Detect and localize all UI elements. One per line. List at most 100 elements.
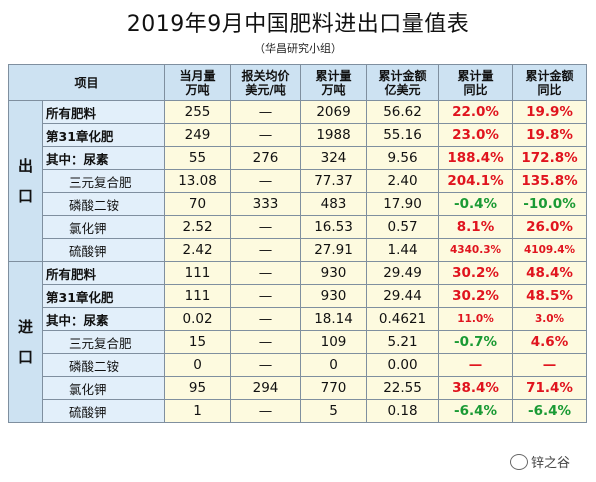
cum-value-cell: 9.56 [366,146,440,170]
cum-value-yoy-cell: 48.4% [512,261,588,285]
monthly-qty-cell: 111 [164,261,232,285]
cum-qty-yoy-cell: 8.1% [438,215,514,239]
table-row: 第31章化肥 249—1988 55.16 23.0% 19.8% [9,123,588,147]
cum-qty-yoy-cell: 38.4% [438,376,514,400]
cum-value-yoy-cell: 48.5% [512,284,588,308]
fertilizer-trade-table: 项目 当月量 万吨 报关均价 美元/吨 累计量 万吨 累计金额 亿美元 累计量 同比 累计… [7,64,588,423]
header-cum-qty-yoy: 累计量 同比 [438,64,514,101]
header-cum-value: 累计金额 亿美元 [366,64,440,101]
monthly-qty-cell: 15 [164,330,232,354]
cum-value-cell: 22.55 [366,376,440,400]
cum-value-yoy-cell: 3.0% [512,307,588,331]
cum-qty-yoy-cell: 30.2% [438,284,514,308]
table-title: 2019年9月中国肥料进出口量值表 [126,12,470,37]
monthly-qty-cell: 2.52 [164,215,232,239]
wechat-icon [510,453,528,470]
monthly-qty-cell: 111 [164,284,232,308]
cum-qty-yoy-cell: 4340.3% [438,238,514,262]
row-name-cell: 三元复合肥 [41,330,166,354]
row-name-cell: 所有肥料 [41,261,166,285]
monthly-qty-cell: 0.02 [164,307,232,331]
cum-qty-cell: 77.37 [300,169,368,193]
cum-value-cell: 56.62 [366,100,440,124]
cum-value-yoy-cell: 19.8% [512,123,588,147]
cum-value-yoy-cell: — [512,353,588,377]
cum-qty-yoy-cell: 23.0% [438,123,514,147]
cum-value-yoy-cell: 71.4% [512,376,588,400]
cum-value-yoy-cell: 172.8% [512,146,588,170]
avg-price-cell: 294 [230,376,302,400]
cum-qty-cell: 930 [300,284,368,308]
monthly-qty-cell: 70 [164,192,232,216]
cum-qty-yoy-cell: -0.4% [438,192,514,216]
watermark-text: 锌之谷 [531,456,571,471]
table-row: 三元复合肥 13.08—77.37 2.40 204.1% 135.8% [9,169,588,193]
table-row: 进口所有肥料 111—930 29.49 30.2% 48.4% [8,261,588,423]
watermark: 锌之谷 [510,452,570,471]
avg-price-cell: — [230,215,302,239]
monthly-qty-cell: 13.08 [164,169,232,193]
row-name-cell: 硫酸钾 [41,399,166,423]
cum-qty-yoy-cell: — [438,353,514,377]
row-name-cell: 磷酸二铵 [41,192,166,216]
cum-value-cell: 29.44 [366,284,440,308]
header-monthly-qty: 当月量 万吨 [164,64,232,101]
monthly-qty-cell: 1 [164,399,232,423]
cum-qty-cell: 930 [300,261,368,285]
cum-value-cell: 55.16 [366,123,440,147]
row-name-cell: 第31章化肥 [41,123,166,147]
avg-price-cell: — [230,307,302,331]
cum-qty-cell: 5 [300,399,368,423]
cum-qty-yoy-cell: 11.0% [438,307,514,331]
monthly-qty-cell: 55 [164,146,232,170]
table-row: 其中：尿素 55 276 324 9.56 188.4% 172.8% [9,146,588,170]
cum-qty-yoy-cell: 204.1% [438,169,514,193]
cum-qty-cell: 2069 [300,100,368,124]
cum-value-cell: 17.90 [366,192,440,216]
avg-price-cell: 333 [230,192,302,216]
avg-price-cell: — [230,169,302,193]
avg-price-cell: — [230,100,302,124]
table-subtitle: （华昌研究小组） [254,42,342,55]
cum-value-yoy-cell: 19.9% [512,100,588,124]
cum-qty-cell: 109 [300,330,368,354]
cum-qty-cell: 324 [300,146,368,170]
cum-value-yoy-cell: -10.0% [512,192,588,216]
avg-price-cell: — [230,353,302,377]
cum-qty-cell: 0 [300,353,368,377]
cum-value-cell: 5.21 [366,330,440,354]
header-avg-price: 报关均价 美元/吨 [230,64,302,101]
row-name-cell: 其中：尿素 [41,307,166,331]
table-row: 其中：尿素 0.02—18.14 0.4621 11.0% 3.0% [9,307,588,331]
section-label: 出口 [8,100,43,262]
row-name-cell: 磷酸二铵 [41,353,166,377]
header-row: 项目 当月量 万吨 报关均价 美元/吨 累计量 万吨 累计金额 亿美元 累计量 同比 累计… [7,64,588,101]
cum-qty-cell: 483 [300,192,368,216]
header-cum-qty: 累计量 万吨 [300,64,368,101]
avg-price-cell: — [230,399,302,423]
cum-qty-cell: 1988 [300,123,368,147]
cum-value-yoy-cell: 4.6% [512,330,588,354]
cum-qty-yoy-cell: -6.4% [438,399,514,423]
cum-value-cell: 0.57 [366,215,440,239]
row-name-cell: 氯化钾 [41,215,166,239]
cum-qty-cell: 18.14 [300,307,368,331]
cum-qty-yoy-cell: 22.0% [438,100,514,124]
avg-price-cell: — [230,261,302,285]
avg-price-cell: — [230,123,302,147]
cum-value-cell: 29.49 [366,261,440,285]
avg-price-cell: — [230,330,302,354]
cum-qty-yoy-cell: -0.7% [438,330,514,354]
monthly-qty-cell: 2.42 [164,238,232,262]
cum-value-yoy-cell: -6.4% [512,399,588,423]
cum-value-cell: 0.00 [366,353,440,377]
cum-value-yoy-cell: 4109.4% [512,238,588,262]
cum-value-cell: 2.40 [366,169,440,193]
row-name-cell: 硫酸钾 [41,238,166,262]
row-name-cell: 第31章化肥 [41,284,166,308]
monthly-qty-cell: 255 [164,100,232,124]
row-name-cell: 其中：尿素 [41,146,166,170]
cum-qty-cell: 770 [300,376,368,400]
cum-qty-cell: 16.53 [300,215,368,239]
monthly-qty-cell: 95 [164,376,232,400]
